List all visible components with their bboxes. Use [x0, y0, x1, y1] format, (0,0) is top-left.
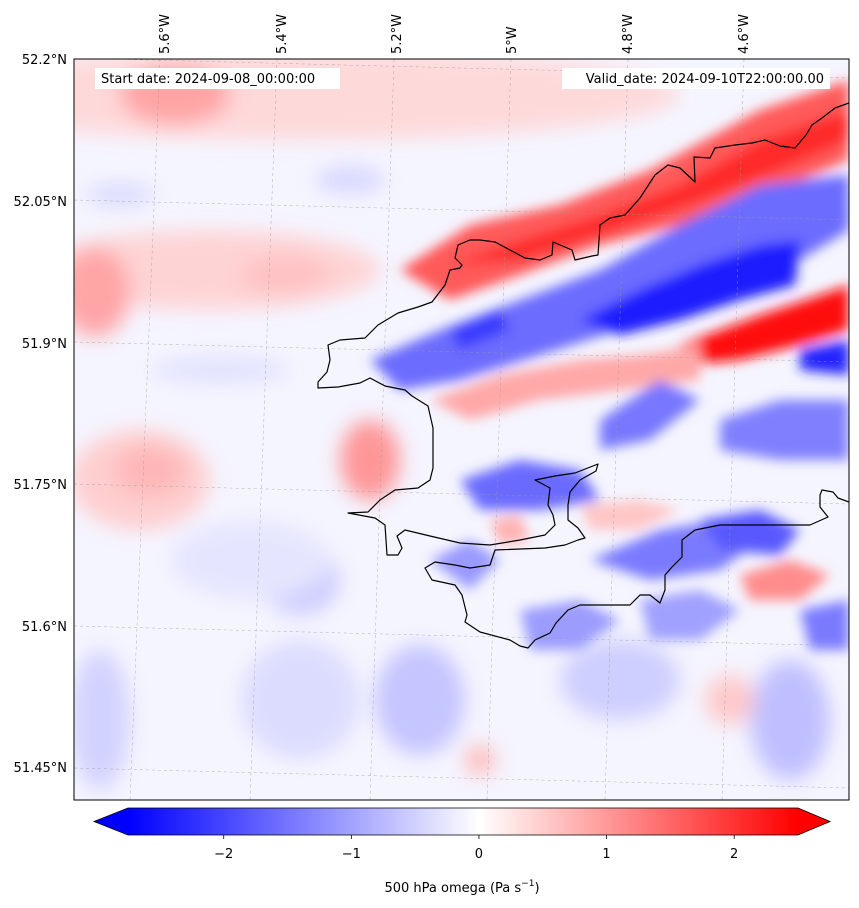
lat-label: 52.05°N: [14, 195, 67, 210]
lat-label: 51.6°N: [22, 620, 67, 635]
lat-label: 51.45°N: [14, 761, 67, 776]
lat-label: 51.75°N: [14, 478, 67, 493]
colorbar-body: [128, 808, 798, 835]
start-date-label: Start date: 2024-09-08_00:00:00: [101, 72, 315, 87]
colorbar-tick-label: 1: [602, 847, 610, 862]
lon-label: 4.8°W: [621, 14, 636, 54]
colorbar-ticks: −2 −1 0 1 2: [214, 835, 738, 862]
colorbar-extend-low: [94, 808, 128, 835]
colorbar-tick-label: −2: [214, 847, 233, 862]
start-date-box: Start date: 2024-09-08_00:00:00: [95, 68, 340, 89]
valid-date-box: Valid_date: 2024-09-10T22:00:00.00: [562, 68, 830, 89]
colorbar-extend-high: [798, 808, 830, 835]
valid-date-label: Valid_date: 2024-09-10T22:00:00.00: [586, 72, 824, 87]
lat-label: 52.2°N: [22, 53, 67, 68]
lon-label: 5.2°W: [390, 14, 405, 54]
lat-label: 51.9°N: [22, 337, 67, 352]
omega-field: [74, 59, 849, 800]
gridlines: [74, 59, 849, 800]
coastline: [317, 102, 849, 649]
map-frame: [73, 58, 850, 801]
colorbar-tick-label: 0: [475, 847, 483, 862]
lon-label: 4.6°W: [737, 14, 752, 54]
colorbar-tick-label: −1: [342, 847, 361, 862]
lat-labels: 52.2°N 52.05°N 51.9°N 51.75°N 51.6°N 51.…: [14, 53, 67, 776]
colorbar: −2 −1 0 1 2 500 hPa omega (Pa s−1): [92, 807, 832, 896]
lon-labels: 5.6°W 5.4°W 5.2°W 5°W 4.8°W 4.6°W: [158, 14, 752, 54]
lon-label: 5°W: [505, 26, 520, 54]
colorbar-outline: [92, 807, 832, 836]
colorbar-tick-label: 2: [730, 847, 738, 862]
lon-label: 5.6°W: [158, 14, 173, 54]
colorbar-label: 500 hPa omega (Pa s−1): [384, 879, 539, 896]
lon-label: 5.4°W: [275, 14, 290, 54]
